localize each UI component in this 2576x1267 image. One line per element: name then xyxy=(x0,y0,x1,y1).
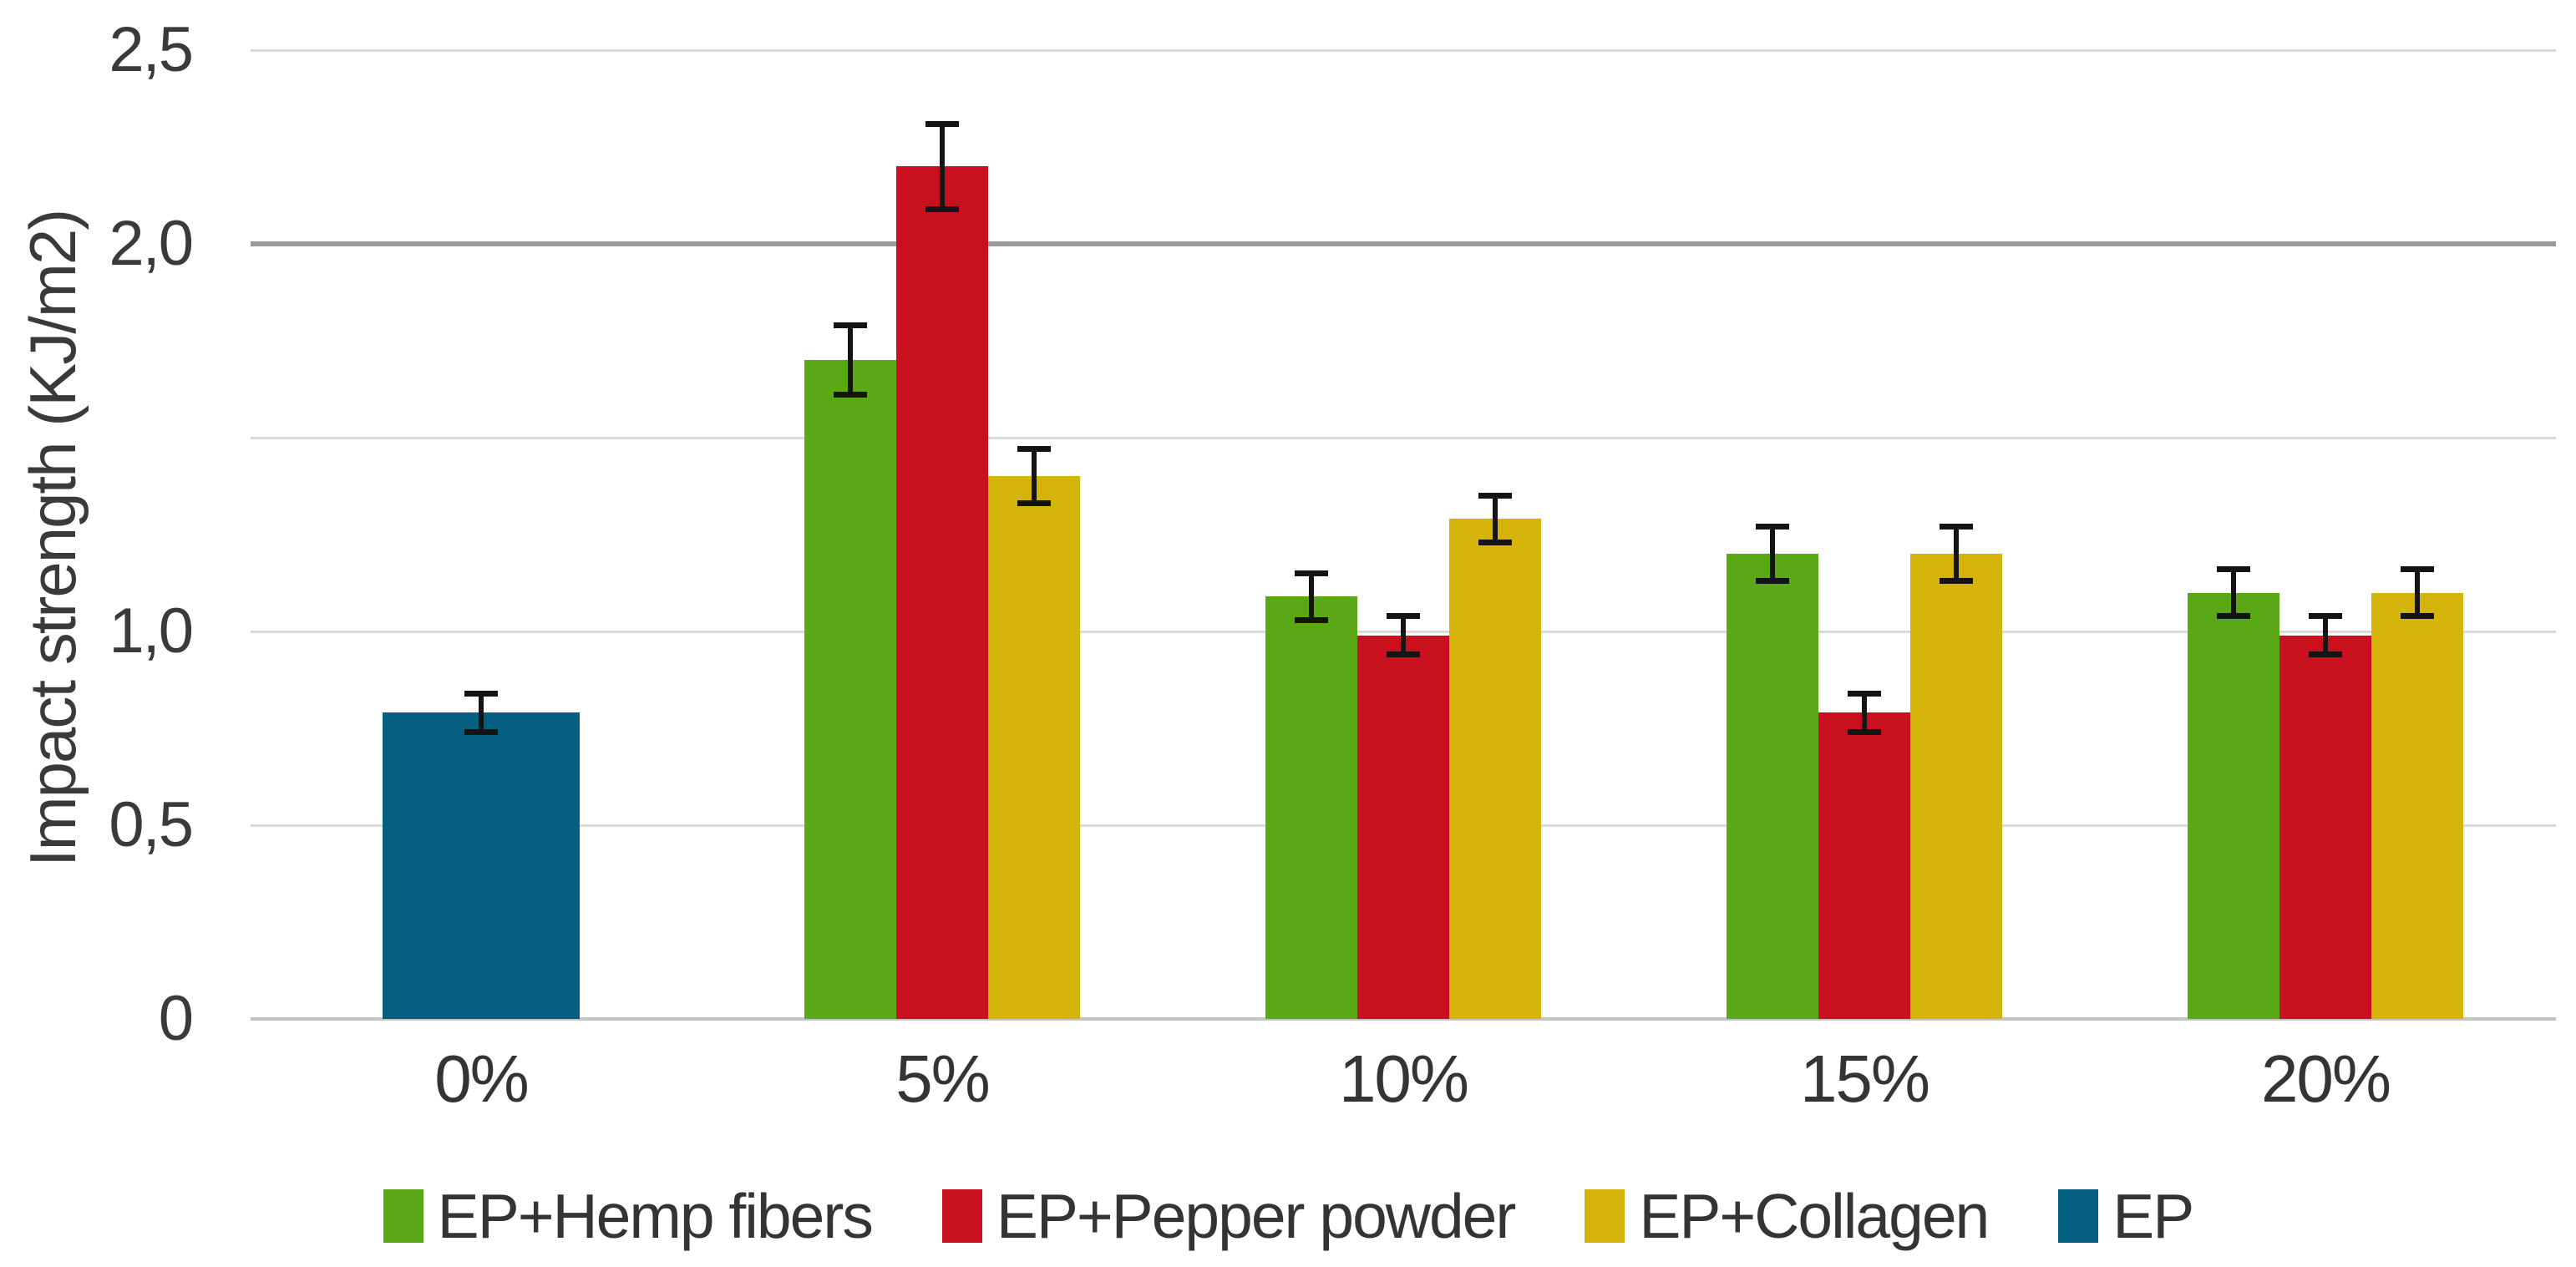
error-bar-15-ep-pepper-powder xyxy=(1862,693,1867,732)
legend-item-ep-collagen: EP+Collagen xyxy=(1585,1180,1990,1251)
legend-swatch-ep-hemp-fibers xyxy=(383,1189,423,1243)
legend: EP+Hemp fibers EP+Pepper powder EP+Collage… xyxy=(0,1174,2576,1258)
error-bar-5-ep-pepper-powder-top-cap xyxy=(925,120,959,127)
ytick-label-0: 0 xyxy=(158,983,194,1054)
error-bar-15-ep-pepper-powder-bottom-cap xyxy=(1848,729,1881,736)
xtick-label-10: 10% xyxy=(1338,1041,1469,1116)
error-bar-20-ep-pepper-powder xyxy=(2323,616,2328,655)
bar-10-ep-hemp-fibers xyxy=(1265,596,1357,1019)
legend-item-ep: EP xyxy=(2058,1180,2194,1251)
bar-20-ep-pepper-powder xyxy=(2279,635,2371,1019)
ytick-label-2-0: 2,0 xyxy=(109,208,194,279)
error-bar-0-ep-bottom-cap xyxy=(464,729,498,736)
bar-15-ep-hemp-fibers xyxy=(1727,554,1818,1019)
error-bar-15-ep-hemp-fibers xyxy=(1770,526,1775,581)
error-bar-10-ep-collagen xyxy=(1493,495,1498,543)
legend-item-ep-pepper-powder: EP+Pepper powder xyxy=(941,1180,1517,1251)
error-bar-20-ep-collagen-top-cap xyxy=(2401,566,2434,573)
xtick-label-15: 15% xyxy=(1799,1041,1930,1116)
legend-label-ep: EP xyxy=(2112,1180,2194,1251)
bar-20-ep-collagen xyxy=(2371,592,2463,1019)
ytick-label-2-5: 2,5 xyxy=(109,14,194,85)
error-bar-10-ep-pepper-powder-top-cap xyxy=(1387,612,1420,619)
y-axis-title: Impact strength (KJ/m2) xyxy=(16,210,89,868)
bar-5-ep-collagen xyxy=(988,476,1080,1019)
x-axis-line xyxy=(251,1017,2556,1021)
error-bar-15-ep-hemp-fibers-bottom-cap xyxy=(1756,578,1789,585)
error-bar-5-ep-hemp-fibers xyxy=(848,325,853,395)
error-bar-5-ep-pepper-powder-bottom-cap xyxy=(925,205,959,212)
error-bar-15-ep-collagen-top-cap xyxy=(1940,524,1973,530)
ytick-label-1-0: 1,0 xyxy=(109,595,194,666)
error-bar-15-ep-collagen xyxy=(1954,526,1959,581)
error-bar-0-ep xyxy=(479,693,484,732)
error-bar-5-ep-collagen-bottom-cap xyxy=(1017,500,1051,507)
error-bar-20-ep-collagen xyxy=(2415,569,2420,616)
bar-10-ep-collagen xyxy=(1449,519,1541,1019)
gridline-1-5 xyxy=(251,437,2556,439)
error-bar-10-ep-hemp-fibers-bottom-cap xyxy=(1295,616,1328,623)
legend-swatch-ep-collagen xyxy=(1585,1189,1625,1243)
legend-label-ep-hemp-fibers: EP+Hemp fibers xyxy=(437,1180,874,1251)
bar-15-ep-pepper-powder xyxy=(1818,712,1910,1019)
legend-label-ep-pepper-powder: EP+Pepper powder xyxy=(996,1180,1517,1251)
error-bar-20-ep-hemp-fibers xyxy=(2231,569,2236,616)
error-bar-20-ep-hemp-fibers-top-cap xyxy=(2217,566,2250,573)
error-bar-15-ep-collagen-bottom-cap xyxy=(1940,578,1973,585)
bar-15-ep-collagen xyxy=(1910,554,2002,1019)
legend-item-ep-hemp-fibers: EP+Hemp fibers xyxy=(383,1180,874,1251)
error-bar-5-ep-hemp-fibers-bottom-cap xyxy=(834,392,867,398)
error-bar-20-ep-hemp-fibers-bottom-cap xyxy=(2217,612,2250,619)
error-bar-5-ep-collagen xyxy=(1032,449,1037,504)
bar-0-ep xyxy=(383,712,580,1019)
error-bar-0-ep-top-cap xyxy=(464,690,498,697)
xtick-label-0: 0% xyxy=(434,1041,530,1116)
error-bar-15-ep-hemp-fibers-top-cap xyxy=(1756,524,1789,530)
error-bar-5-ep-pepper-powder xyxy=(940,124,945,210)
error-bar-20-ep-pepper-powder-bottom-cap xyxy=(2309,651,2342,658)
bar-5-ep-hemp-fibers xyxy=(804,360,896,1019)
xtick-label-5: 5% xyxy=(895,1041,991,1116)
gridline-2-5 xyxy=(251,49,2556,52)
bar-10-ep-pepper-powder xyxy=(1357,635,1449,1019)
legend-swatch-ep-pepper-powder xyxy=(941,1189,982,1243)
ytick-label-0-5: 0,5 xyxy=(109,789,194,860)
error-bar-10-ep-collagen-bottom-cap xyxy=(1478,539,1512,545)
xtick-label-20: 20% xyxy=(2260,1041,2391,1116)
legend-label-ep-collagen: EP+Collagen xyxy=(1639,1180,1990,1251)
legend-swatch-ep xyxy=(2058,1189,2099,1243)
error-bar-10-ep-collagen-top-cap xyxy=(1478,493,1512,499)
error-bar-10-ep-hemp-fibers xyxy=(1309,573,1314,621)
error-bar-20-ep-pepper-powder-top-cap xyxy=(2309,612,2342,619)
error-bar-20-ep-collagen-bottom-cap xyxy=(2401,612,2434,619)
error-bar-5-ep-collagen-top-cap xyxy=(1017,446,1051,453)
error-bar-15-ep-pepper-powder-top-cap xyxy=(1848,690,1881,697)
error-bar-10-ep-pepper-powder-bottom-cap xyxy=(1387,651,1420,658)
error-bar-10-ep-hemp-fibers-top-cap xyxy=(1295,570,1328,576)
bar-5-ep-pepper-powder xyxy=(896,166,988,1019)
error-bar-5-ep-hemp-fibers-top-cap xyxy=(834,322,867,328)
gridline-2 xyxy=(251,241,2556,246)
error-bar-10-ep-pepper-powder xyxy=(1401,616,1406,655)
bar-20-ep-hemp-fibers xyxy=(2188,592,2279,1019)
